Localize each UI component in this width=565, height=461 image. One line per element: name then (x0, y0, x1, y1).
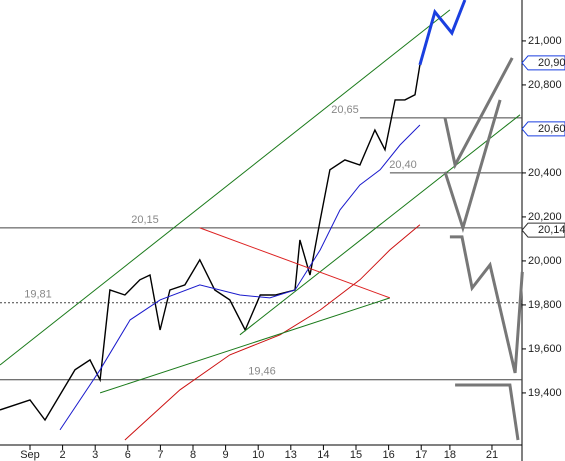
series-line (239, 114, 521, 336)
price-flag-label: 20,90 (538, 57, 565, 69)
x-tick-label: 8 (190, 449, 196, 461)
series-line (443, 57, 514, 170)
x-tick-label: 2 (60, 449, 66, 461)
y-tick-label: 20,000 (528, 255, 562, 267)
x-tick-label: 17 (415, 449, 427, 461)
x-tick-label: 3 (92, 449, 98, 461)
price-flag-label: 20,60 (538, 123, 565, 135)
y-tick-label: 20,400 (528, 167, 562, 179)
price-flag (521, 55, 565, 71)
y-tick-label: 20,800 (528, 79, 562, 91)
x-tick-label: 7 (157, 449, 163, 461)
x-tick-label: 13 (285, 449, 297, 461)
series-line (124, 224, 421, 441)
y-tick-label: 21,000 (528, 35, 562, 47)
x-tick-label: 16 (382, 449, 394, 461)
y-tick-label: 19,800 (528, 299, 562, 311)
series-line (449, 235, 524, 374)
x-tick-label: 10 (252, 449, 264, 461)
level-label: 20,15 (131, 214, 159, 226)
x-tick-label: 14 (317, 449, 329, 461)
price-flag-label: 20,14 (538, 224, 565, 236)
y-tick-label: 19,400 (528, 387, 562, 399)
level-label: 19,81 (24, 289, 52, 301)
series-line (455, 383, 520, 441)
series-line (199, 227, 391, 299)
x-tick-label: Sep (20, 449, 40, 461)
series-line (59, 124, 421, 431)
level-label: 19,46 (248, 366, 276, 378)
x-tick-label: 18 (444, 449, 456, 461)
x-tick-label: 15 (350, 449, 362, 461)
price-flag (521, 222, 565, 238)
series-line (443, 99, 502, 234)
x-tick-label: 6 (125, 449, 131, 461)
series-line (0, 64, 421, 422)
x-tick-label: 9 (223, 449, 229, 461)
series-line (0, 9, 451, 366)
level-label: 20,40 (389, 159, 417, 171)
series-line (418, 0, 467, 66)
price-flag (521, 121, 565, 137)
level-label: 20,65 (331, 104, 359, 116)
y-tick-label: 19,600 (528, 343, 562, 355)
y-tick-label: 20,200 (528, 211, 562, 223)
x-tick-label: 21 (486, 449, 498, 461)
series-line (99, 297, 391, 394)
